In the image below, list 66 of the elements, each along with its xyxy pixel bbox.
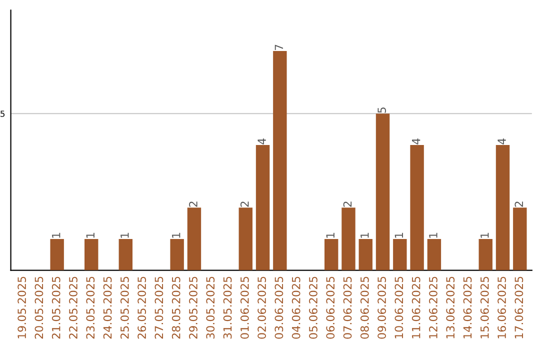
bar — [478, 238, 492, 270]
data-label: 5 — [378, 108, 386, 113]
x-tick-label: 15.06.2025 — [480, 276, 489, 338]
data-label: 1 — [429, 232, 438, 238]
data-label: 1 — [120, 232, 129, 238]
bar — [170, 238, 184, 270]
data-label: 1 — [480, 232, 489, 238]
x-tick-label: 13.06.2025 — [446, 276, 455, 338]
data-label: 1 — [86, 232, 94, 238]
bar — [238, 208, 252, 270]
x-tick-label: 16.06.2025 — [498, 276, 506, 338]
data-label: 2 — [343, 202, 352, 207]
x-tick-label: 11.06.2025 — [412, 276, 420, 338]
bar — [376, 114, 390, 270]
data-label: 1 — [394, 232, 403, 238]
x-tick-label: 06.06.2025 — [326, 276, 335, 339]
x-tick-label: 17.06.2025 — [514, 276, 524, 338]
bar — [358, 238, 372, 270]
data-label: 1 — [326, 232, 334, 238]
x-tick-label: 01.06.2025 — [240, 276, 249, 339]
x-tick-label: 23.05.2025 — [86, 276, 95, 339]
bar — [410, 144, 424, 270]
bar — [393, 238, 407, 270]
x-tick-label: 27.05.2025 — [154, 276, 164, 339]
data-label: 2 — [189, 202, 198, 207]
bar — [496, 144, 510, 270]
data-label: 7 — [274, 44, 283, 50]
bar — [427, 238, 442, 270]
data-label: 1 — [52, 232, 60, 238]
x-tick-label: 31.05.2025 — [223, 276, 232, 339]
bar — [273, 50, 287, 270]
x-tick-label: 04.06.2025 — [292, 276, 300, 339]
x-tick-label: 10.06.2025 — [394, 276, 404, 338]
bar — [513, 208, 527, 270]
bar — [187, 208, 202, 270]
data-label: 1 — [360, 232, 369, 238]
x-tick-label: 14.06.2025 — [463, 276, 472, 338]
x-tick-label: 07.06.2025 — [343, 276, 352, 339]
bar — [50, 238, 64, 270]
x-tick-label: 19.05.2025 — [18, 276, 26, 338]
data-label: 1 — [172, 232, 180, 238]
x-tick-label: 09.06.2025 — [378, 276, 386, 339]
x-tick-label: 08.06.2025 — [360, 276, 369, 339]
x-tick-label: 26.05.2025 — [138, 276, 146, 339]
data-label: 4 — [498, 138, 506, 144]
x-tick-label: 25.05.2025 — [120, 276, 129, 339]
x-tick-label: 20.05.2025 — [34, 276, 44, 339]
x-tick-label: 02.06.2025 — [258, 276, 266, 339]
x-tick-label: 21.05.2025 — [52, 276, 60, 339]
bar — [324, 238, 338, 270]
x-tick-label: 29.05.2025 — [189, 276, 198, 339]
x-tick-label: 28.05.2025 — [172, 276, 180, 339]
bar — [84, 238, 98, 270]
bar — [118, 238, 133, 270]
data-label: 2 — [240, 202, 249, 207]
data-label: 4 — [412, 138, 420, 144]
x-tick-label: 03.06.2025 — [274, 276, 284, 339]
x-tick-label: 12.06.2025 — [429, 276, 438, 338]
data-label: 4 — [258, 138, 266, 144]
x-tick-label: 22.05.2025 — [69, 276, 78, 339]
data-label: 2 — [514, 202, 523, 207]
x-tick-label: 24.05.2025 — [103, 276, 112, 339]
x-tick-label: 30.05.2025 — [206, 276, 215, 339]
x-tick-label: 05.06.2025 — [309, 276, 318, 339]
bar — [256, 144, 270, 270]
bar — [342, 208, 356, 270]
